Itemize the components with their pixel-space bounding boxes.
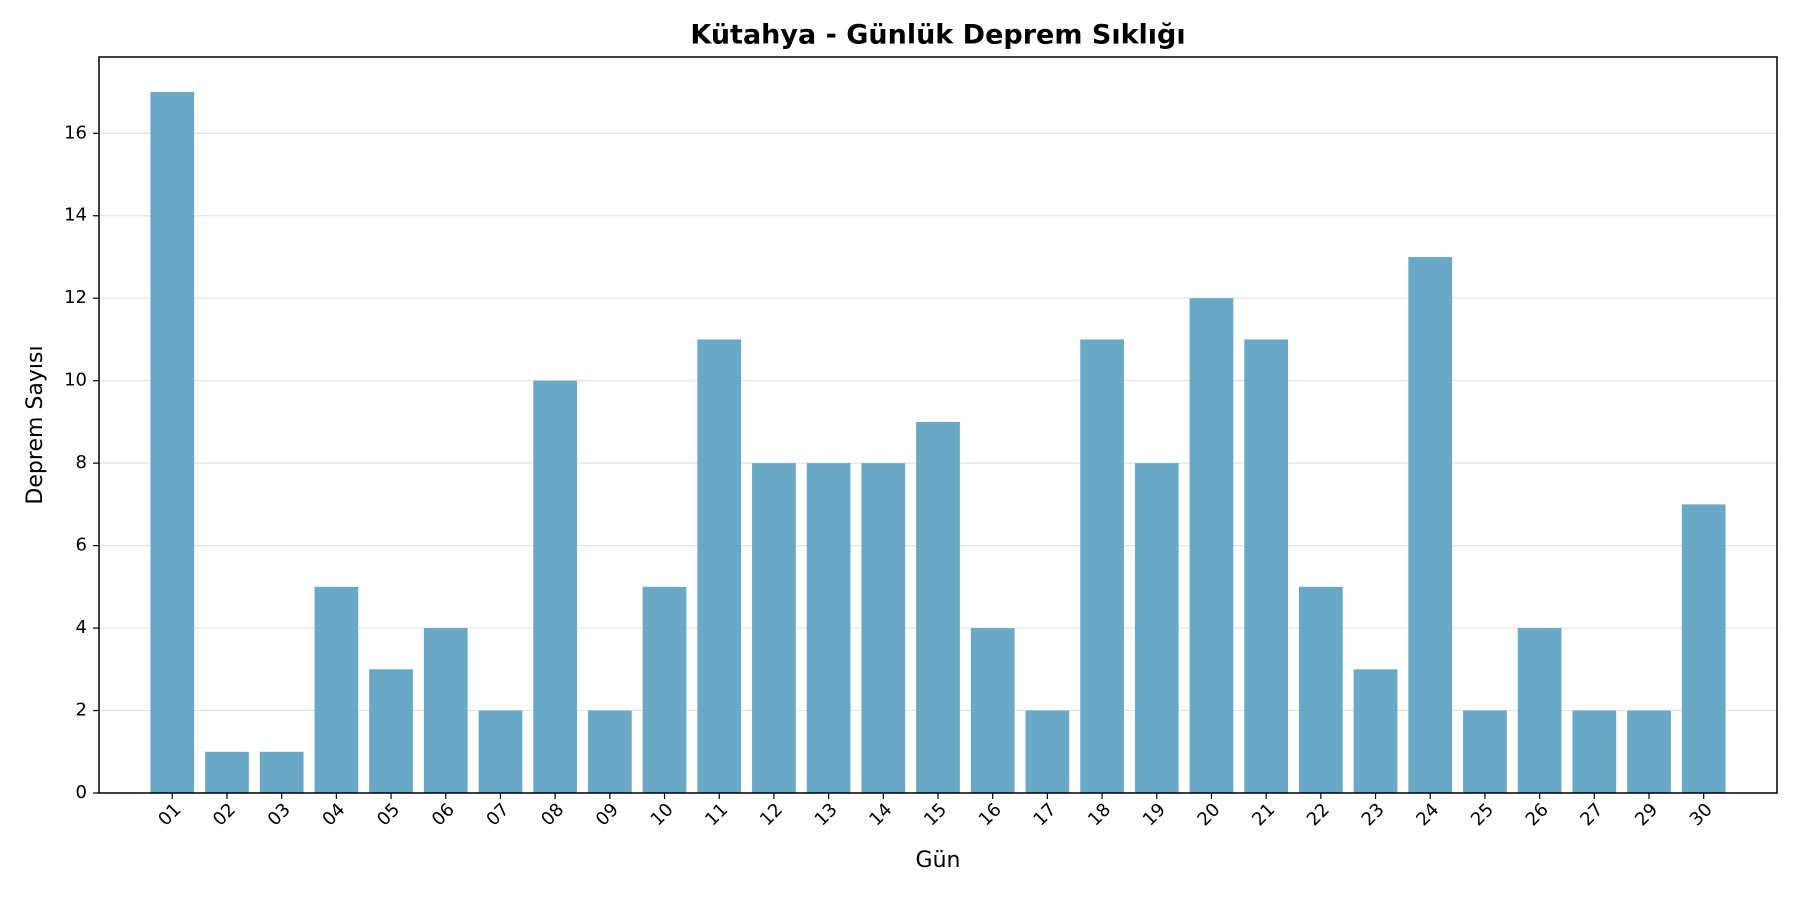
- x-tick-label: 14: [865, 799, 896, 830]
- x-tick-label: 23: [1358, 799, 1389, 830]
- bar: [1298, 586, 1343, 793]
- x-tick-label: 15: [920, 799, 951, 830]
- bar: [259, 751, 304, 793]
- bar: [533, 380, 578, 793]
- x-tick-label: 06: [428, 799, 459, 830]
- y-tick-label: 4: [76, 617, 87, 638]
- x-tick-label: 12: [756, 799, 787, 830]
- x-tick-label: 30: [1686, 799, 1717, 830]
- x-tick-label: 17: [1029, 799, 1060, 830]
- bar: [752, 463, 796, 793]
- bar: [1353, 669, 1398, 793]
- x-tick-label: 02: [209, 799, 240, 830]
- bar: [423, 628, 468, 793]
- x-tick-label: 13: [811, 799, 842, 830]
- bar: [587, 710, 632, 793]
- bar: [1408, 256, 1453, 793]
- bar: [916, 421, 960, 793]
- bar: [369, 669, 413, 793]
- bar: [1627, 710, 1671, 793]
- bar: [314, 586, 359, 793]
- plot-frame: [98, 56, 1778, 794]
- x-tick-label: 01: [154, 799, 185, 830]
- bar: [697, 339, 742, 793]
- x-tick-label: 25: [1467, 799, 1498, 830]
- y-tick-label: 16: [64, 122, 87, 143]
- y-tick-label: 2: [76, 700, 87, 721]
- bar: [1134, 463, 1179, 793]
- y-tick-label: 10: [64, 370, 87, 391]
- bar: [861, 463, 906, 793]
- x-tick-label: 11: [701, 799, 732, 830]
- bar: [1080, 339, 1124, 793]
- y-tick-label: 6: [76, 535, 87, 556]
- bar: [642, 586, 687, 793]
- x-tick-label: 16: [975, 799, 1006, 830]
- bar: [806, 463, 851, 793]
- bar: [1025, 710, 1070, 793]
- x-tick-label: 21: [1248, 799, 1279, 830]
- bar: [150, 92, 195, 794]
- x-tick-label: 18: [1084, 799, 1115, 830]
- x-tick-label: 20: [1193, 799, 1224, 830]
- bar: [970, 628, 1015, 793]
- y-tick-label: 8: [76, 452, 87, 473]
- x-tick-label: 07: [482, 799, 513, 830]
- x-tick-label: 09: [592, 799, 623, 830]
- y-tick-label: 12: [64, 287, 87, 308]
- x-tick-label: 22: [1303, 799, 1334, 830]
- y-axis-label: Deprem Sayısı: [23, 345, 48, 504]
- bar: [478, 710, 523, 793]
- x-tick-label: 24: [1412, 799, 1443, 830]
- x-tick-label: 26: [1522, 799, 1553, 830]
- x-tick-label: 19: [1139, 799, 1170, 830]
- x-tick-label: 08: [537, 799, 568, 830]
- bar: [1244, 339, 1289, 793]
- x-tick-label: 05: [373, 799, 404, 830]
- chart-title: Kütahya - Günlük Deprem Sıklığı: [690, 20, 1185, 51]
- x-tick-label: 29: [1631, 799, 1662, 830]
- bar: [1189, 298, 1234, 793]
- bar: [1517, 628, 1562, 793]
- x-axis-label: Gün: [916, 848, 961, 873]
- x-tick-label: 03: [264, 799, 295, 830]
- bar: [1572, 710, 1617, 793]
- x-tick-label: 04: [318, 799, 349, 830]
- bar: [1463, 710, 1507, 793]
- x-tick-label: 10: [647, 799, 678, 830]
- x-tick-label: 27: [1576, 799, 1607, 830]
- bar: [205, 751, 249, 793]
- bar: [1681, 504, 1726, 793]
- y-tick-label: 0: [76, 782, 87, 803]
- y-tick-label: 14: [64, 205, 87, 226]
